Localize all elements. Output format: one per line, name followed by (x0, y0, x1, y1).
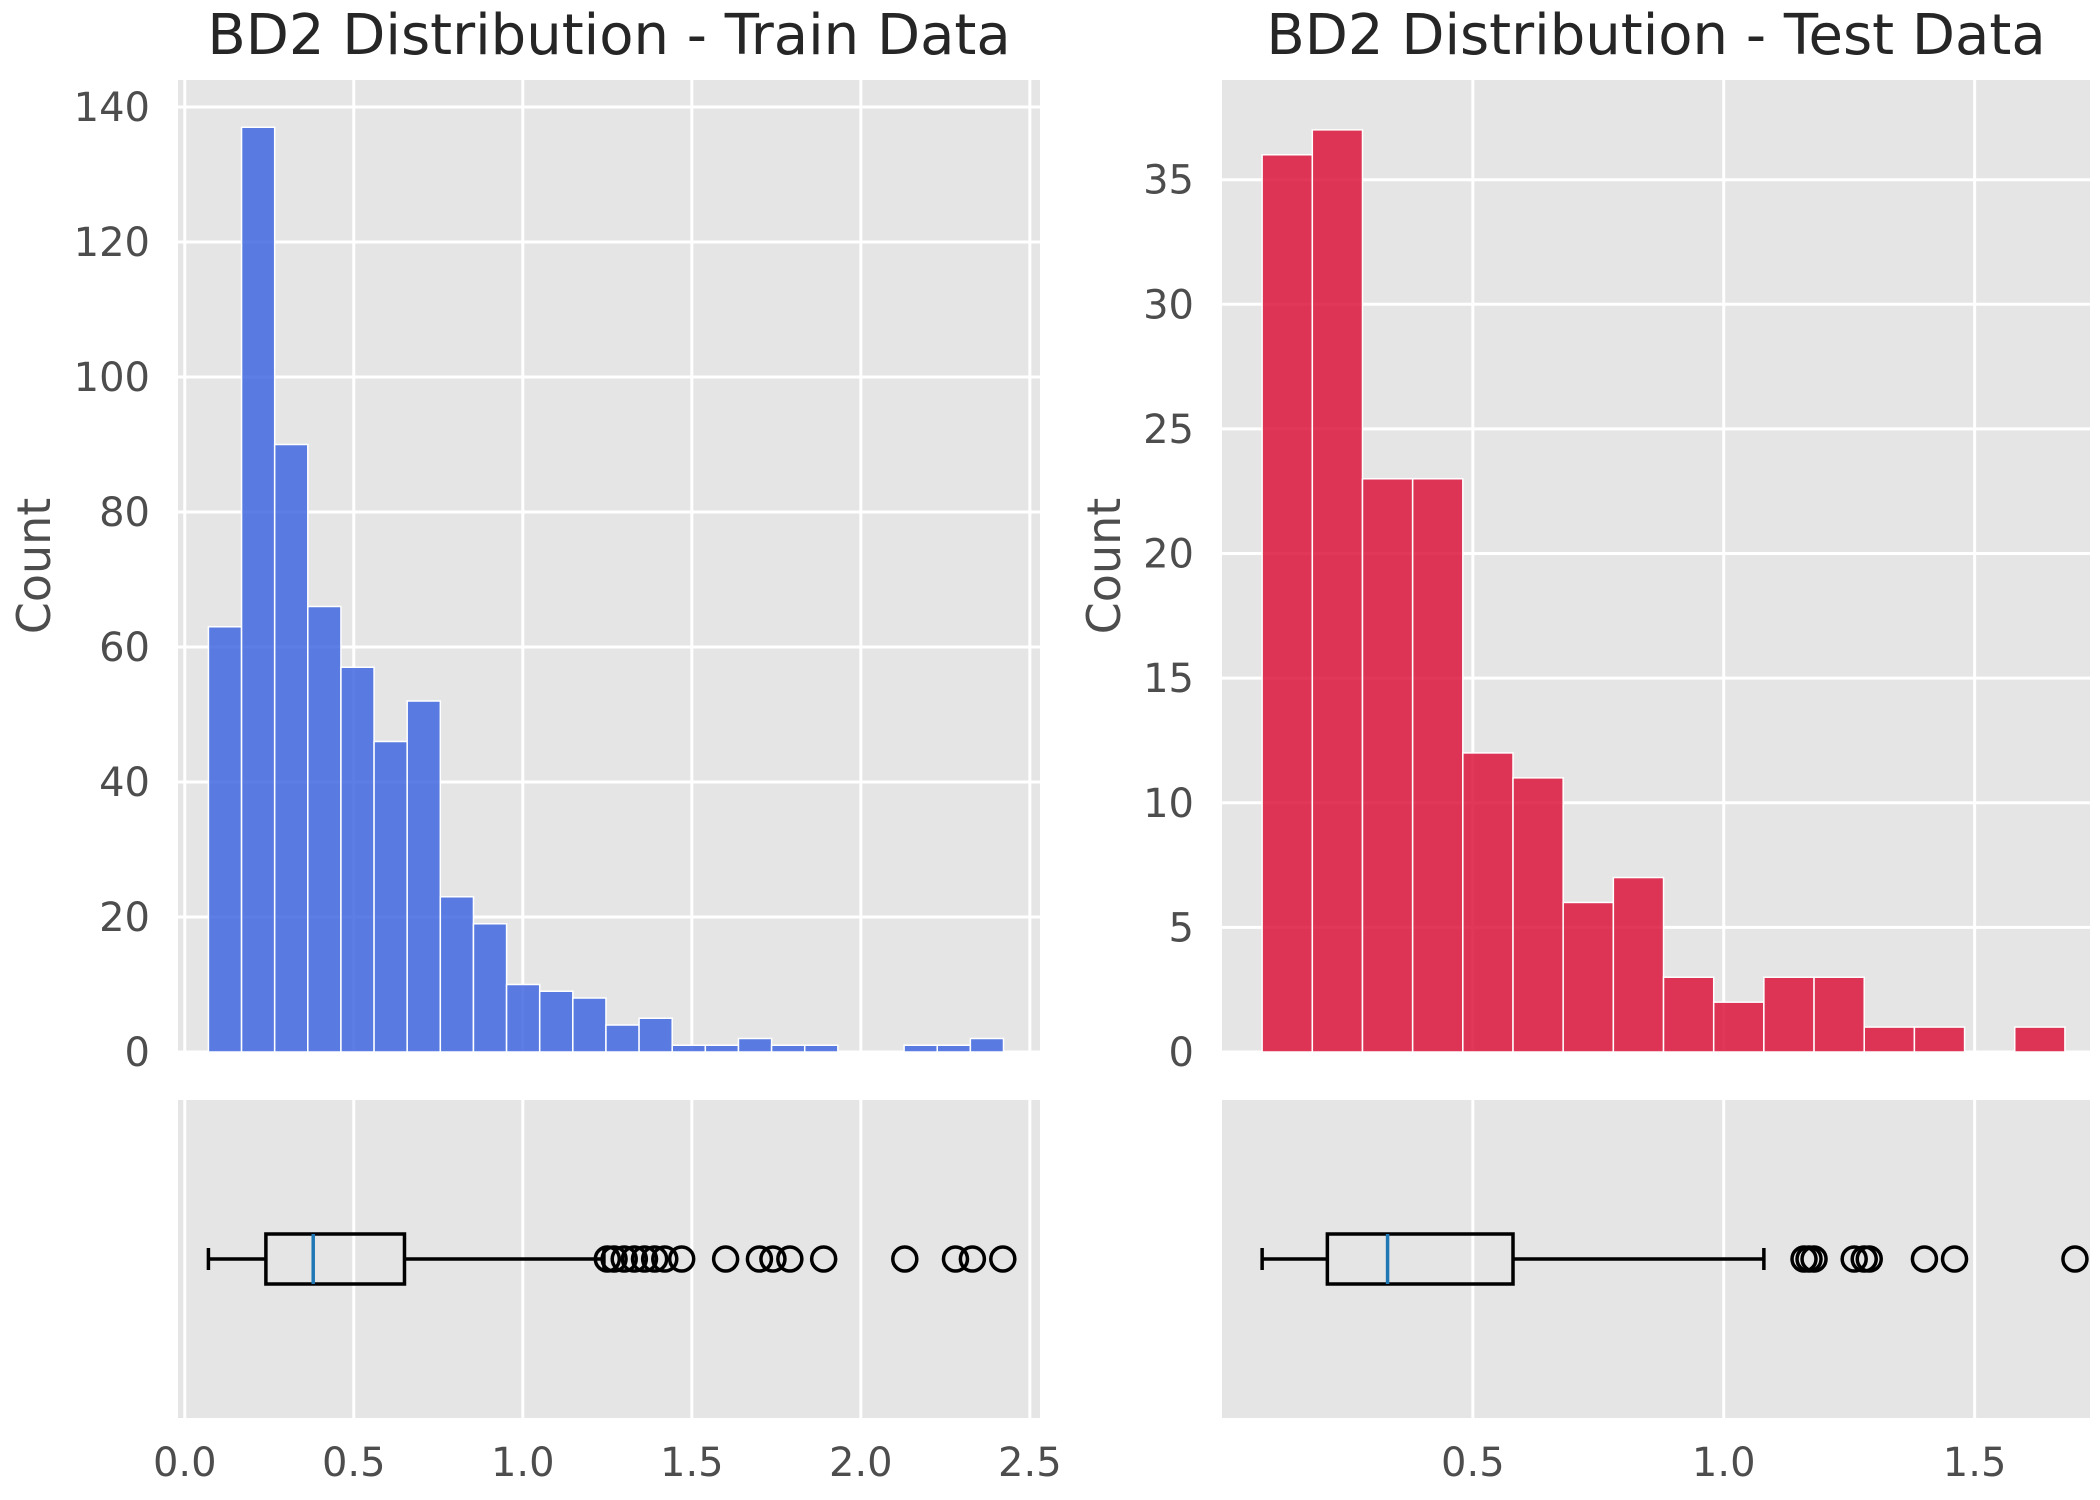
train-bar-13 (638, 1017, 673, 1053)
test-bar-12 (1863, 1026, 1916, 1053)
test-bar-0 (1261, 154, 1314, 1053)
train-bar-8 (472, 923, 508, 1053)
train-outlier-10 (759, 1245, 787, 1273)
test-ytick-label-6: 30 (1143, 282, 1194, 328)
train-bar-0 (207, 626, 243, 1053)
train-bar-5 (373, 740, 408, 1053)
train-outlier-13 (891, 1245, 919, 1273)
test-outlier-5 (1855, 1245, 1883, 1273)
train-ytick-label-6: 120 (74, 220, 150, 266)
test-ylabel: Count (1077, 498, 1131, 635)
test-outlier-6 (1910, 1245, 1939, 1273)
train-bar-16 (737, 1037, 773, 1053)
train-outlier-14 (941, 1245, 970, 1273)
train-ylabel: Count (7, 498, 61, 635)
test-bar-1 (1311, 129, 1364, 1053)
train-ytick-label-5: 100 (74, 355, 150, 401)
train-bar-2 (273, 443, 309, 1053)
test-ytick-label-7: 35 (1143, 158, 1194, 204)
train-bar-22 (936, 1044, 972, 1053)
test-xtick-label-1: 1.0 (1692, 1440, 1756, 1486)
train-outlier-8 (711, 1245, 740, 1273)
test-bar-3 (1411, 478, 1464, 1053)
train-outlier-5 (640, 1245, 669, 1273)
test-bar-11 (1813, 976, 1865, 1053)
train-xtick-label-5: 2.5 (998, 1440, 1062, 1486)
train-title: BD2 Distribution - Train Data (207, 3, 1010, 68)
train-ytick-label-4: 80 (99, 490, 150, 536)
test-bar-5 (1512, 777, 1564, 1053)
test-bar-2 (1361, 478, 1414, 1053)
train-outlier-7 (667, 1245, 696, 1273)
train-outlier-3 (620, 1245, 649, 1273)
test-chart: 0 5 10 15 20 25 30 35 Count BD2 Distribution - Te… (1077, 3, 2090, 1486)
test-box-iqr (1325, 1232, 1515, 1286)
test-bar-15 (2013, 1026, 2066, 1053)
train-xtick-label-0: 0.0 (153, 1440, 217, 1486)
train-ytick-label-0: 0 (125, 1030, 150, 1076)
train-outlier-12 (809, 1245, 838, 1273)
train-bar-15 (704, 1044, 740, 1053)
train-bar-3 (307, 605, 342, 1053)
train-bar-1 (240, 126, 276, 1053)
train-ytick-label-3: 60 (99, 625, 150, 671)
train-ytick-label-7: 140 (74, 85, 150, 131)
train-xtick-label-1: 0.5 (322, 1440, 386, 1486)
test-xtick-label-0: 0.5 (1441, 1440, 1505, 1486)
test-bar-8 (1662, 976, 1715, 1053)
test-bar-7 (1612, 876, 1665, 1053)
train-outlier-1 (600, 1245, 628, 1273)
train-xtick-label-2: 1.0 (491, 1440, 555, 1486)
train-xtick-label-3: 1.5 (660, 1440, 724, 1486)
train-bar-17 (770, 1044, 806, 1053)
train-bar-4 (340, 666, 375, 1053)
train-box-background (178, 1100, 1040, 1418)
test-bar-6 (1562, 901, 1615, 1053)
train-outlier-16 (989, 1245, 1017, 1273)
test-bar-4 (1462, 752, 1514, 1053)
test-outlier-8 (2061, 1245, 2089, 1273)
test-outlier-3 (1840, 1245, 1868, 1273)
train-ytick-label-2: 40 (99, 760, 150, 806)
test-bar-9 (1712, 1001, 1765, 1053)
train-outlier-4 (630, 1245, 659, 1273)
train-outlier-2 (610, 1245, 638, 1273)
train-bar-9 (505, 983, 541, 1053)
test-title: BD2 Distribution - Test Data (1266, 3, 2045, 68)
train-bar-23 (969, 1037, 1005, 1053)
test-xtick-label-2: 1.5 (1943, 1440, 2007, 1486)
train-box-iqr (264, 1232, 407, 1286)
train-chart: 0 20 40 60 80 100 120 140 Count BD2 Distribution … (7, 3, 1062, 1486)
train-outlier-6 (651, 1245, 679, 1273)
train-bar-21 (903, 1044, 938, 1053)
train-xtick-label-4: 2.0 (829, 1440, 893, 1486)
train-bar-11 (572, 997, 607, 1053)
test-ytick-label-2: 10 (1143, 781, 1194, 827)
test-outlier-2 (1800, 1245, 1828, 1273)
train-ytick-label-1: 20 (99, 895, 150, 941)
train-bar-7 (439, 896, 475, 1053)
test-bar-13 (1913, 1026, 1966, 1053)
test-ytick-label-1: 5 (1169, 905, 1194, 951)
train-bar-10 (538, 990, 574, 1053)
test-ytick-label-3: 15 (1143, 656, 1194, 702)
test-outlier-7 (1940, 1245, 1969, 1273)
test-ytick-label-0: 0 (1169, 1030, 1194, 1076)
test-bar-10 (1763, 976, 1815, 1053)
train-bar-6 (406, 700, 442, 1053)
train-bar-14 (671, 1044, 707, 1053)
test-ytick-label-5: 25 (1143, 407, 1194, 453)
train-outlier-15 (958, 1245, 987, 1273)
train-outlier-11 (776, 1245, 804, 1273)
train-outlier-0 (593, 1245, 622, 1273)
train-outlier-9 (745, 1245, 774, 1273)
test-ytick-label-4: 20 (1143, 532, 1194, 578)
train-bar-12 (605, 1024, 640, 1053)
train-bar-18 (803, 1044, 839, 1053)
